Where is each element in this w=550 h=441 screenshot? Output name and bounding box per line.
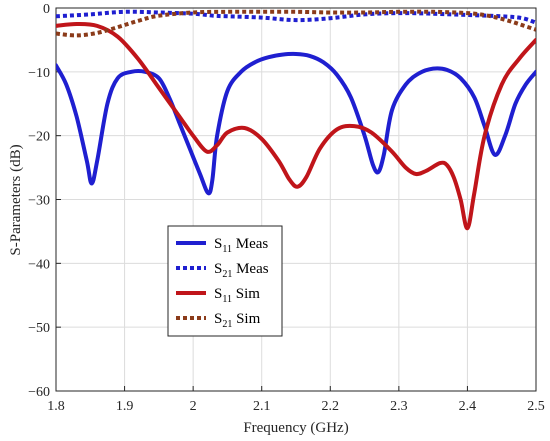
y-axis-title: S-Parameters (dB) (8, 144, 24, 255)
legend-label-main: S (214, 286, 222, 302)
legend-label-main: S (214, 261, 222, 277)
legend-label-main: S (214, 311, 222, 327)
legend-label-subscript: 11 (222, 244, 232, 255)
series-lines (56, 9, 536, 231)
x-tick-label: 2.2 (322, 399, 340, 414)
series-line-s11-meas (56, 51, 536, 196)
legend-label-subscript: 11 (222, 294, 232, 305)
y-tick-label: −50 (28, 321, 50, 336)
series-line-s21-sim (56, 9, 536, 38)
legend-label-s11-sim: S11 Sim (214, 286, 260, 305)
x-tick-label: 2 (190, 399, 197, 414)
legend-label-s21-meas: S21 Meas (214, 261, 269, 280)
y-tick-label: −20 (28, 130, 50, 145)
legend-label-suffix: Sim (232, 286, 260, 302)
y-tick-label: −40 (28, 257, 50, 272)
y-tick-label: 0 (43, 2, 50, 17)
axis-ticks: 1.8 1.9 2 2.1 2.2 2.3 2.4 2.5 0 −10 −20 −30 −40 −50 −6… (28, 2, 545, 414)
x-tick-label: 2.5 (527, 399, 545, 414)
x-tick-label: 2.4 (459, 399, 477, 414)
legend-label-s11-meas: S11 Meas (214, 236, 268, 255)
x-tick-label: 2.1 (253, 399, 271, 414)
y-tick-label: −30 (28, 194, 50, 209)
legend-label-subscript: 21 (222, 319, 232, 330)
y-tick-label: −10 (28, 66, 50, 81)
series-line-s11-sim (56, 21, 536, 231)
legend-label-subscript: 21 (222, 269, 232, 280)
x-axis-title: Frequency (GHz) (243, 420, 348, 436)
x-tick-label: 1.8 (47, 399, 65, 414)
y-tick-label: −60 (28, 385, 50, 400)
legend-label-main: S (214, 236, 222, 252)
legend-label-suffix: Meas (232, 261, 268, 277)
x-tick-label: 2.3 (390, 399, 408, 414)
legend-label-s21-sim: S21 Sim (214, 311, 261, 330)
legend-label-suffix: Sim (232, 311, 260, 327)
grid (55, 7, 537, 392)
x-tick-label: 1.9 (116, 399, 134, 414)
legend-label-suffix: Meas (232, 236, 268, 252)
series-line-s21-meas (56, 9, 536, 25)
